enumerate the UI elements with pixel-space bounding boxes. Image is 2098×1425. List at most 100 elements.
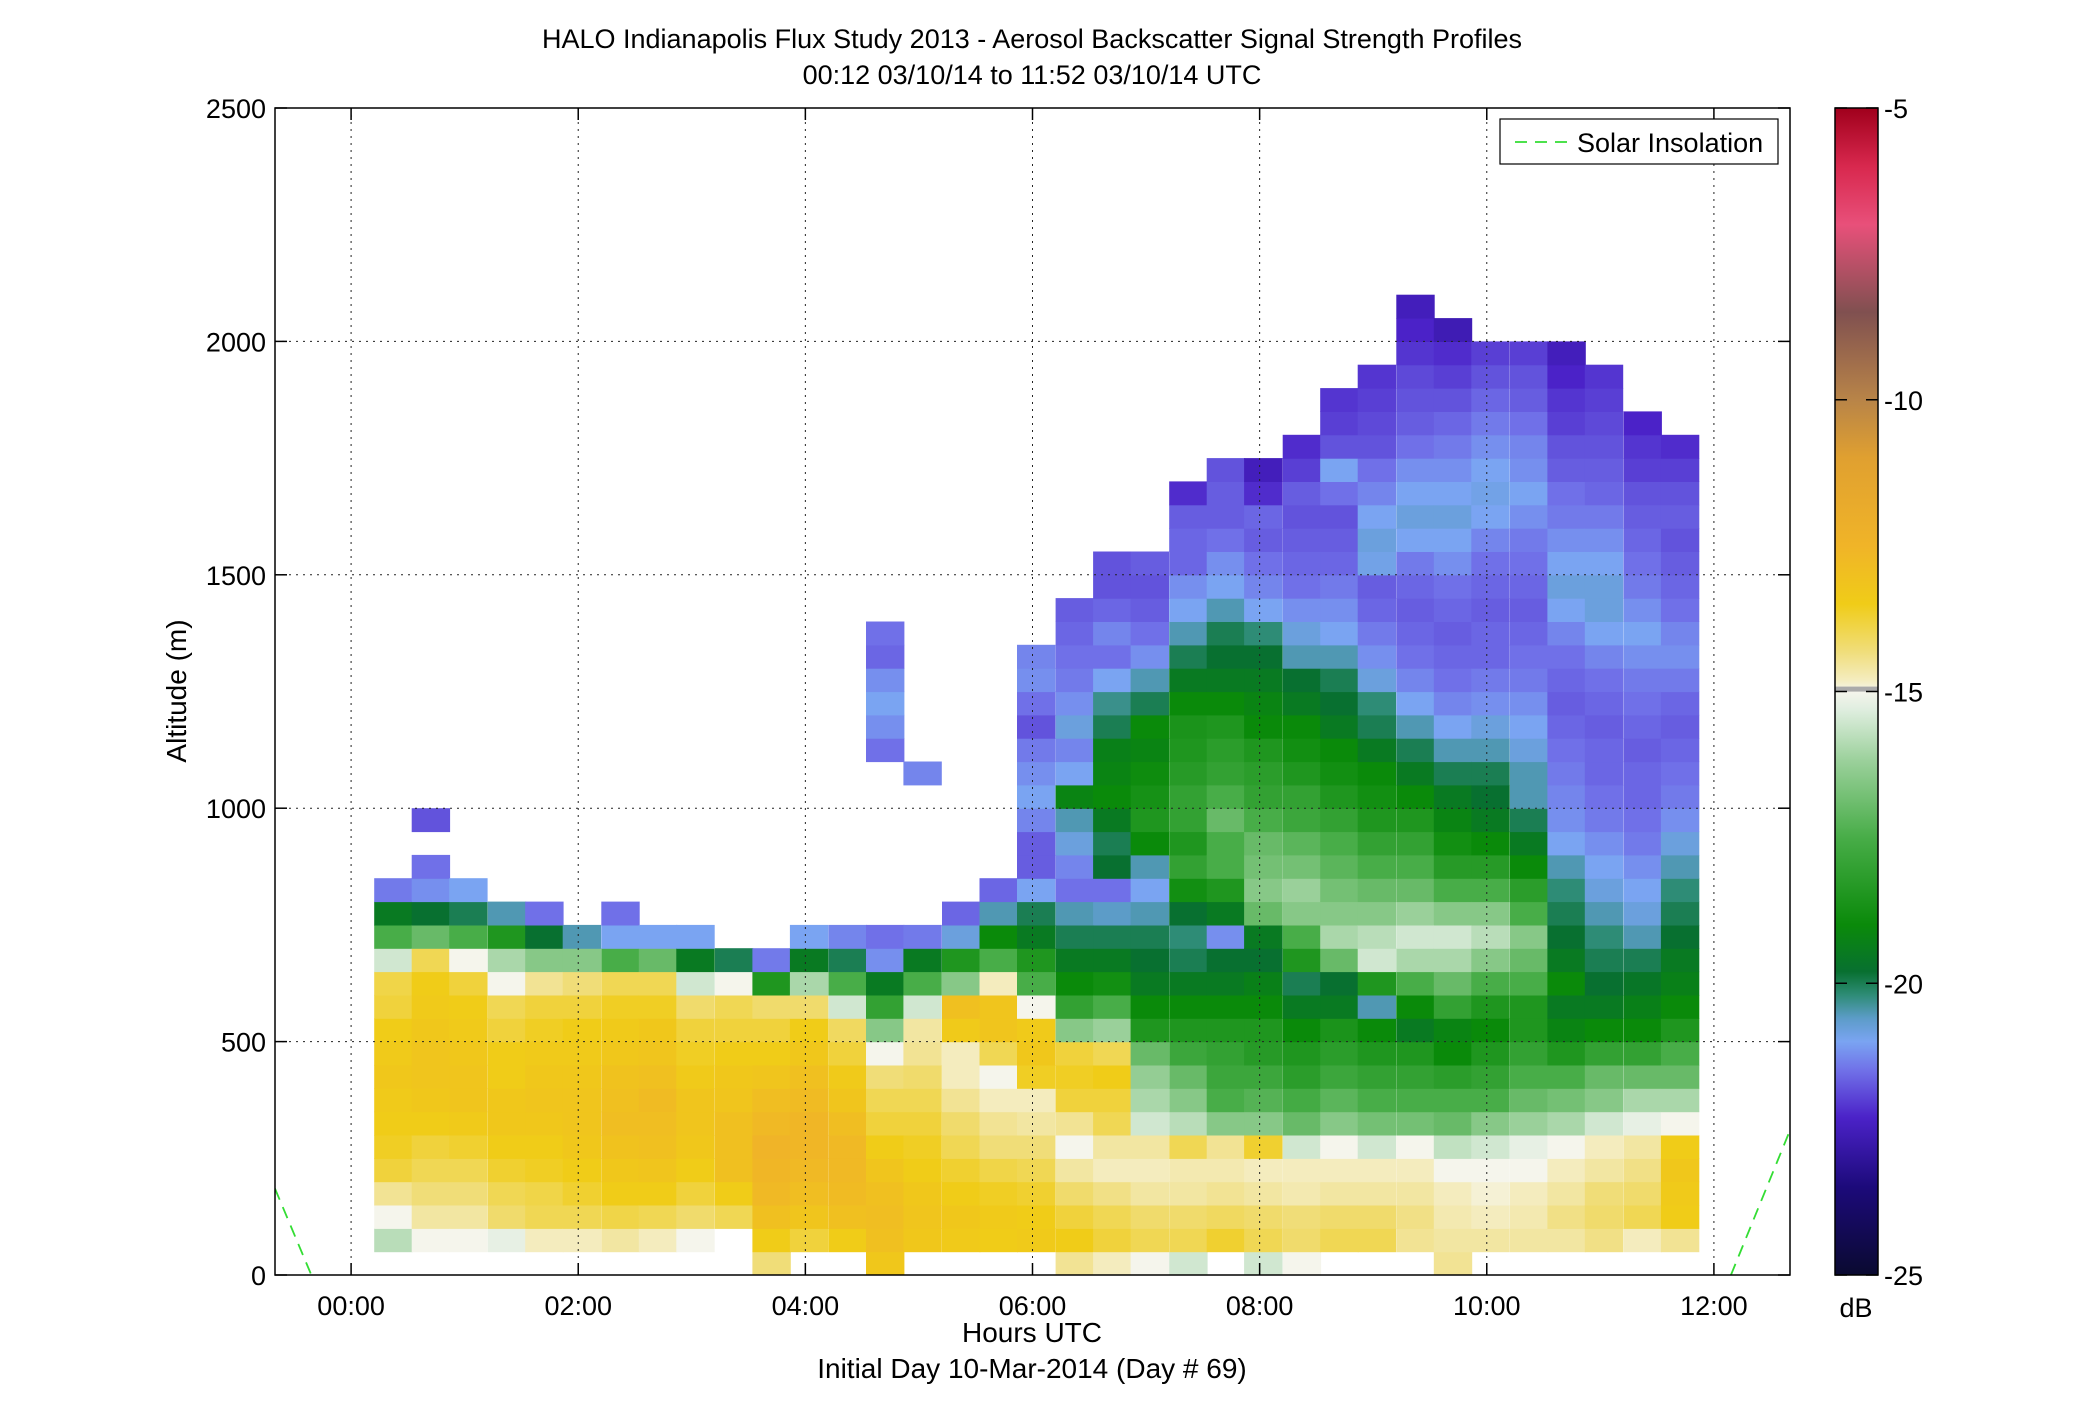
heatmap-cell (1584, 878, 1624, 903)
y-tick-label: 0 (251, 1261, 266, 1291)
heatmap-cell (1547, 481, 1586, 506)
heatmap-cell (1509, 1088, 1549, 1113)
heatmap-cell (1357, 691, 1397, 716)
heatmap-cell (1509, 551, 1549, 576)
heatmap-cell (1244, 1041, 1283, 1066)
heatmap-cell (1547, 901, 1586, 926)
heatmap-cell (1055, 761, 1094, 786)
heatmap-cell (1017, 994, 1056, 1019)
heatmap-cell (638, 1041, 678, 1066)
heatmap-cell (1206, 761, 1246, 786)
heatmap-cell (638, 1111, 678, 1136)
heatmap-cell (752, 1088, 791, 1113)
heatmap-cell (1282, 1181, 1322, 1206)
heatmap-cell (1433, 924, 1473, 949)
heatmap-cell (1433, 854, 1473, 879)
heatmap-cell (1584, 971, 1624, 996)
heatmap-cell (1396, 854, 1435, 879)
heatmap-cell (1357, 644, 1397, 669)
heatmap-cell (1396, 504, 1435, 529)
heatmap-cell (1169, 878, 1208, 903)
heatmap-cell (1055, 831, 1094, 856)
x-tick-label: 00:00 (317, 1291, 385, 1321)
heatmap-cell (1509, 1064, 1549, 1089)
heatmap-cell (1282, 598, 1322, 622)
heatmap-cell (1433, 388, 1473, 412)
heatmap-cell (942, 924, 981, 949)
heatmap-cell (1471, 411, 1510, 436)
heatmap-cell (374, 1088, 413, 1113)
heatmap-cell (1244, 691, 1283, 716)
heatmap-cell (1055, 1088, 1094, 1113)
heatmap-cell (1055, 714, 1094, 739)
heatmap-cell (1055, 668, 1094, 693)
heatmap-cell (1396, 1064, 1435, 1089)
heatmap-cell (1433, 481, 1473, 506)
heatmap-cell (1206, 901, 1246, 926)
heatmap-cell (562, 1018, 602, 1043)
heatmap-cell (1206, 668, 1246, 693)
heatmap-cell (1244, 644, 1283, 669)
heatmap-cell (1396, 738, 1435, 763)
heatmap-cell (866, 1111, 905, 1136)
heatmap-cell (1282, 1018, 1322, 1043)
heatmap-cell (1396, 434, 1435, 459)
heatmap-cell (1244, 668, 1283, 693)
heatmap-cell (1584, 901, 1624, 926)
heatmap-cell (1282, 971, 1322, 996)
heatmap-cell (1282, 1228, 1322, 1253)
heatmap-cell (449, 948, 488, 973)
heatmap-cell (1433, 528, 1473, 552)
heatmap-cell (1471, 481, 1510, 506)
heatmap-cell (1017, 1064, 1056, 1089)
heatmap-cell (1130, 971, 1169, 996)
heatmap-cell (1244, 598, 1283, 622)
heatmap-cell (1320, 411, 1359, 436)
heatmap-cell (1623, 598, 1662, 622)
heatmap-cell (1433, 808, 1473, 833)
heatmap-cell (1509, 808, 1549, 833)
heatmap-cell (979, 1205, 1018, 1229)
heatmap-cell (676, 1088, 715, 1113)
heatmap-cell (562, 1064, 602, 1089)
heatmap-cell (487, 1181, 527, 1206)
heatmap-cell (1623, 808, 1662, 833)
heatmap-cell (1509, 738, 1549, 763)
heatmap-cell (1093, 784, 1132, 809)
heatmap-cell (828, 1228, 867, 1253)
heatmap-cell (1357, 924, 1397, 949)
heatmap-cell (1282, 551, 1322, 576)
heatmap-cell (1206, 621, 1246, 646)
heatmap-cell (1396, 644, 1435, 669)
heatmap-cell (1130, 574, 1169, 599)
heatmap-cell (1093, 831, 1132, 856)
heatmap-cell (411, 1135, 451, 1159)
heatmap-cell (1017, 761, 1056, 786)
heatmap-cell (1584, 411, 1624, 436)
heatmap-cell (789, 1018, 829, 1043)
heatmap-cell (1169, 1111, 1208, 1136)
heatmap-cell (601, 1064, 640, 1089)
heatmap-cell (1660, 994, 1700, 1019)
heatmap-cell (1320, 1088, 1359, 1113)
heatmap-cell (866, 644, 905, 669)
heatmap-cell (1320, 854, 1359, 879)
heatmap-cell (1509, 364, 1549, 389)
heatmap-cell (638, 1205, 678, 1229)
heatmap-cell (828, 1088, 867, 1113)
heatmap-cell (1547, 458, 1586, 482)
heatmap-cell (601, 1111, 640, 1136)
heatmap-cell (1623, 831, 1662, 856)
heatmap-cell (487, 948, 527, 973)
heatmap-cell (1433, 504, 1473, 529)
heatmap-cell (487, 1041, 527, 1066)
heatmap-cell (1396, 1181, 1435, 1206)
heatmap-cell (866, 1135, 905, 1159)
heatmap-cell (1320, 1064, 1359, 1089)
heatmap-cell (525, 1205, 564, 1229)
heatmap-cell (1509, 878, 1549, 903)
x-axis-label: Hours UTC (962, 1317, 1102, 1348)
heatmap-cell (714, 994, 754, 1019)
heatmap-cell (1547, 341, 1586, 366)
heatmap-cell (903, 1111, 942, 1136)
